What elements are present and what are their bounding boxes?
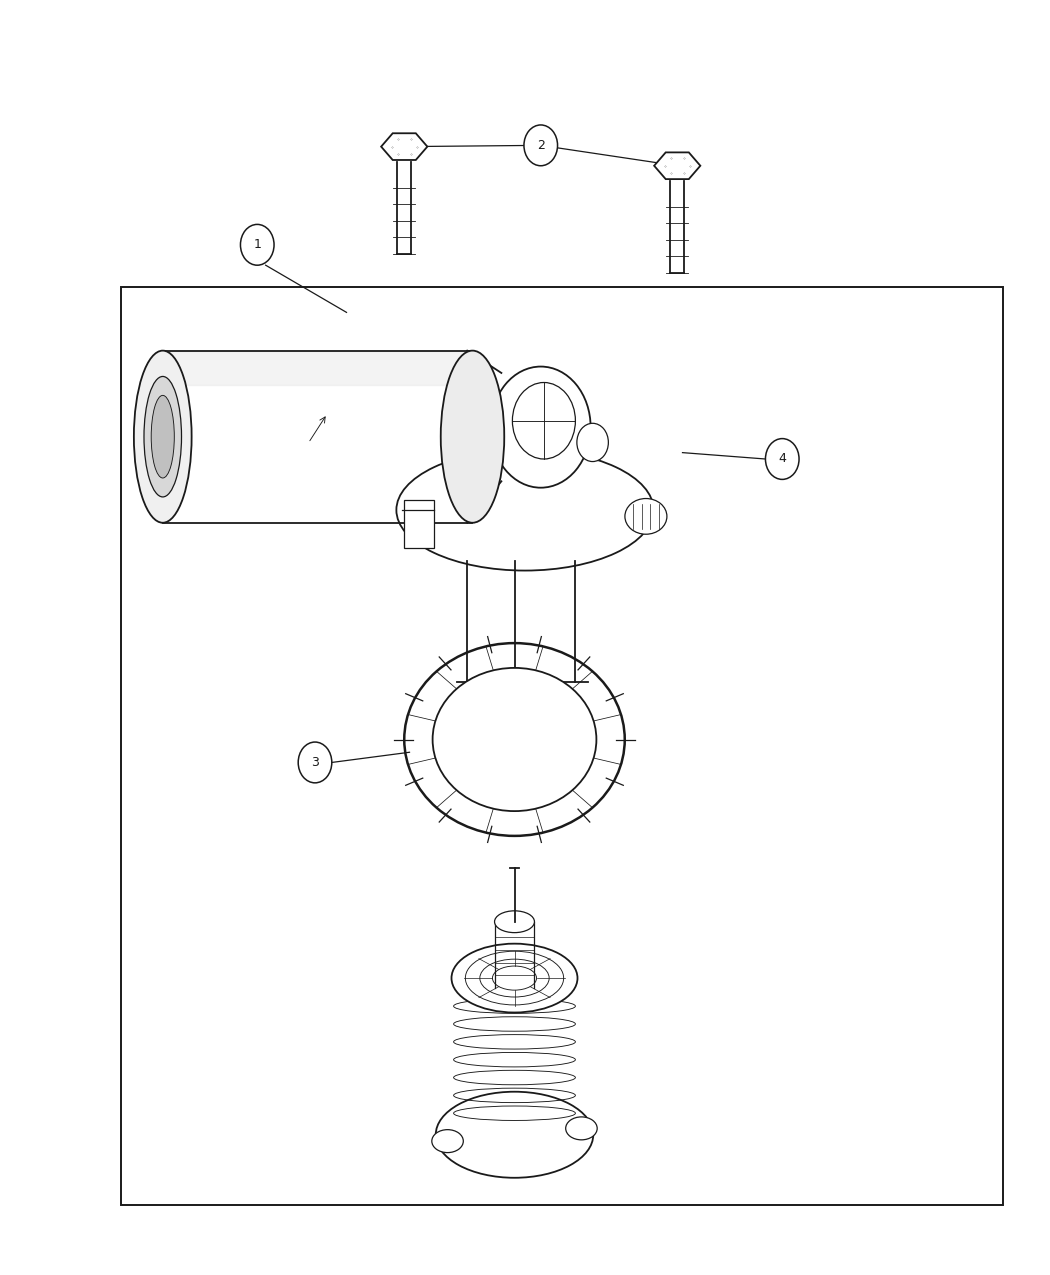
Ellipse shape (433, 668, 596, 811)
Ellipse shape (491, 367, 590, 488)
Text: 2: 2 (537, 139, 545, 152)
Ellipse shape (397, 450, 653, 571)
Polygon shape (381, 134, 427, 159)
Ellipse shape (404, 643, 625, 836)
Circle shape (765, 439, 799, 479)
Ellipse shape (495, 910, 534, 932)
Text: 3: 3 (311, 756, 319, 769)
Ellipse shape (452, 944, 578, 1012)
Ellipse shape (441, 351, 504, 523)
Circle shape (240, 224, 274, 265)
Ellipse shape (566, 1117, 597, 1140)
Circle shape (298, 742, 332, 783)
Ellipse shape (436, 1091, 593, 1178)
Ellipse shape (625, 499, 667, 534)
Ellipse shape (151, 395, 174, 478)
Circle shape (524, 125, 558, 166)
Ellipse shape (144, 376, 182, 497)
Text: 1: 1 (253, 238, 261, 251)
Bar (121, 287, 1003, 1205)
Ellipse shape (432, 1130, 463, 1153)
Ellipse shape (512, 382, 575, 459)
Ellipse shape (134, 351, 191, 523)
Ellipse shape (576, 423, 608, 462)
Polygon shape (654, 153, 700, 179)
Text: 4: 4 (778, 453, 786, 465)
Bar (404, 500, 434, 548)
